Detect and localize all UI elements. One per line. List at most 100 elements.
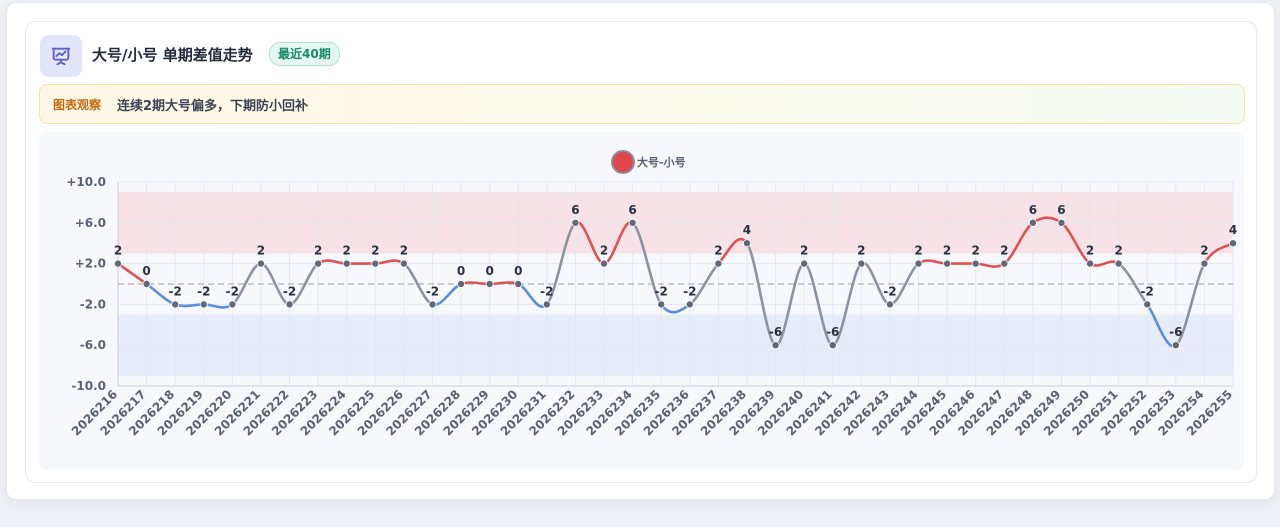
- data-point: [885, 300, 894, 309]
- data-point: [742, 239, 751, 248]
- data-label: 0: [514, 264, 522, 278]
- period-badge: 最近40期: [269, 42, 340, 66]
- data-label: 6: [1029, 203, 1037, 217]
- series-line-segment: [745, 241, 777, 347]
- data-point: [914, 259, 923, 268]
- data-point: [228, 300, 237, 309]
- series-line-segment: [802, 262, 835, 347]
- data-label: 2: [1114, 244, 1122, 258]
- data-label: -6: [769, 325, 782, 339]
- data-label: 0: [485, 264, 493, 278]
- data-point: [714, 259, 723, 268]
- y-tick-label: -6.0: [80, 338, 106, 352]
- data-point: [1200, 259, 1209, 268]
- data-label: -2: [226, 284, 239, 298]
- series-line-segment: [488, 281, 520, 286]
- y-tick-label: -2.0: [80, 297, 106, 311]
- observation-banner: 图表观察 连续2期大号偏多，下期防小回补: [39, 84, 1245, 124]
- data-point: [342, 259, 351, 268]
- data-label: -2: [655, 284, 668, 298]
- data-label: 2: [857, 244, 865, 258]
- data-point: [514, 279, 523, 288]
- data-point: [399, 259, 408, 268]
- data-label: 2: [914, 244, 922, 258]
- legend-marker: [611, 150, 635, 174]
- data-point: [1229, 239, 1238, 248]
- card-title: 大号/小号 单期差值走势: [92, 46, 253, 64]
- data-point: [1000, 259, 1009, 268]
- data-point: [1143, 300, 1152, 309]
- data-point: [457, 279, 466, 288]
- series-line-segment: [631, 221, 663, 306]
- data-label: 2: [400, 244, 408, 258]
- observation-text: 连续2期大号偏多，下期防小回补: [117, 99, 309, 114]
- data-label: 6: [628, 203, 636, 217]
- data-point: [171, 300, 180, 309]
- data-point: [600, 259, 609, 268]
- data-label: 2: [314, 244, 322, 258]
- series-line-segment: [459, 281, 491, 286]
- data-point: [657, 300, 666, 309]
- observation-label: 图表观察: [53, 98, 102, 112]
- data-label: 2: [600, 244, 608, 258]
- data-label: 2: [343, 244, 351, 258]
- data-label: -2: [169, 284, 182, 298]
- data-label: -2: [426, 284, 439, 298]
- data-point: [114, 259, 123, 268]
- data-label: 2: [1000, 244, 1008, 258]
- series-line-segment: [659, 303, 692, 314]
- data-label: 2: [1200, 244, 1208, 258]
- series-line-segment: [545, 221, 577, 306]
- data-label: 2: [800, 244, 808, 258]
- data-label: 6: [1057, 203, 1065, 217]
- page-container: 大号/小号 单期差值走势 最近40期 图表观察 连续2期大号偏多，下期防小回补 …: [6, 2, 1275, 500]
- data-label: -2: [883, 284, 896, 298]
- data-label: 2: [943, 244, 951, 258]
- data-label: 4: [1229, 223, 1237, 237]
- data-label: -2: [197, 284, 210, 298]
- data-point: [428, 300, 437, 309]
- data-point: [485, 279, 494, 288]
- data-point: [199, 300, 208, 309]
- data-label: 4: [743, 223, 751, 237]
- data-label: 2: [972, 244, 980, 258]
- data-label: -2: [1141, 284, 1154, 298]
- data-point: [1057, 218, 1066, 227]
- data-point: [256, 259, 265, 268]
- data-point: [1114, 259, 1123, 268]
- data-point: [800, 259, 809, 268]
- data-point: [828, 341, 837, 350]
- data-point: [857, 259, 866, 268]
- data-point: [142, 279, 151, 288]
- data-point: [542, 300, 551, 309]
- legend-label: 大号-小号: [637, 155, 686, 169]
- data-label: 0: [142, 264, 150, 278]
- data-label: -6: [826, 325, 839, 339]
- y-tick-label: -10.0: [71, 379, 106, 393]
- data-point: [943, 259, 952, 268]
- data-point: [571, 218, 580, 227]
- data-point: [628, 218, 637, 227]
- data-label: -6: [1169, 325, 1182, 339]
- series-line-segment: [1174, 262, 1206, 347]
- data-label: -2: [283, 284, 296, 298]
- data-label: 0: [457, 264, 465, 278]
- plot-panel: +10.0 +6.0 +2.0 -2.0 -6.0 -10.0 2026216 2026217…: [39, 132, 1244, 470]
- data-label: 2: [371, 244, 379, 258]
- data-label: 2: [114, 244, 122, 258]
- y-tick-label: +6.0: [75, 216, 106, 230]
- data-label: 6: [571, 203, 579, 217]
- data-point: [1171, 341, 1180, 350]
- data-point: [371, 259, 380, 268]
- data-point: [771, 341, 780, 350]
- data-point: [1086, 259, 1095, 268]
- data-label: 2: [257, 244, 265, 258]
- diff-trend-chart: +10.0+6.0+2.0-2.0-6.0-10.020262162026217…: [66, 150, 1238, 438]
- data-point: [285, 300, 294, 309]
- y-tick-label: +10.0: [66, 175, 106, 189]
- chart-card: 大号/小号 单期差值走势 最近40期 图表观察 连续2期大号偏多，下期防小回补 …: [25, 21, 1257, 483]
- data-label: -2: [683, 284, 696, 298]
- data-point: [685, 300, 694, 309]
- data-point: [1028, 218, 1037, 227]
- series-line-segment: [173, 303, 206, 308]
